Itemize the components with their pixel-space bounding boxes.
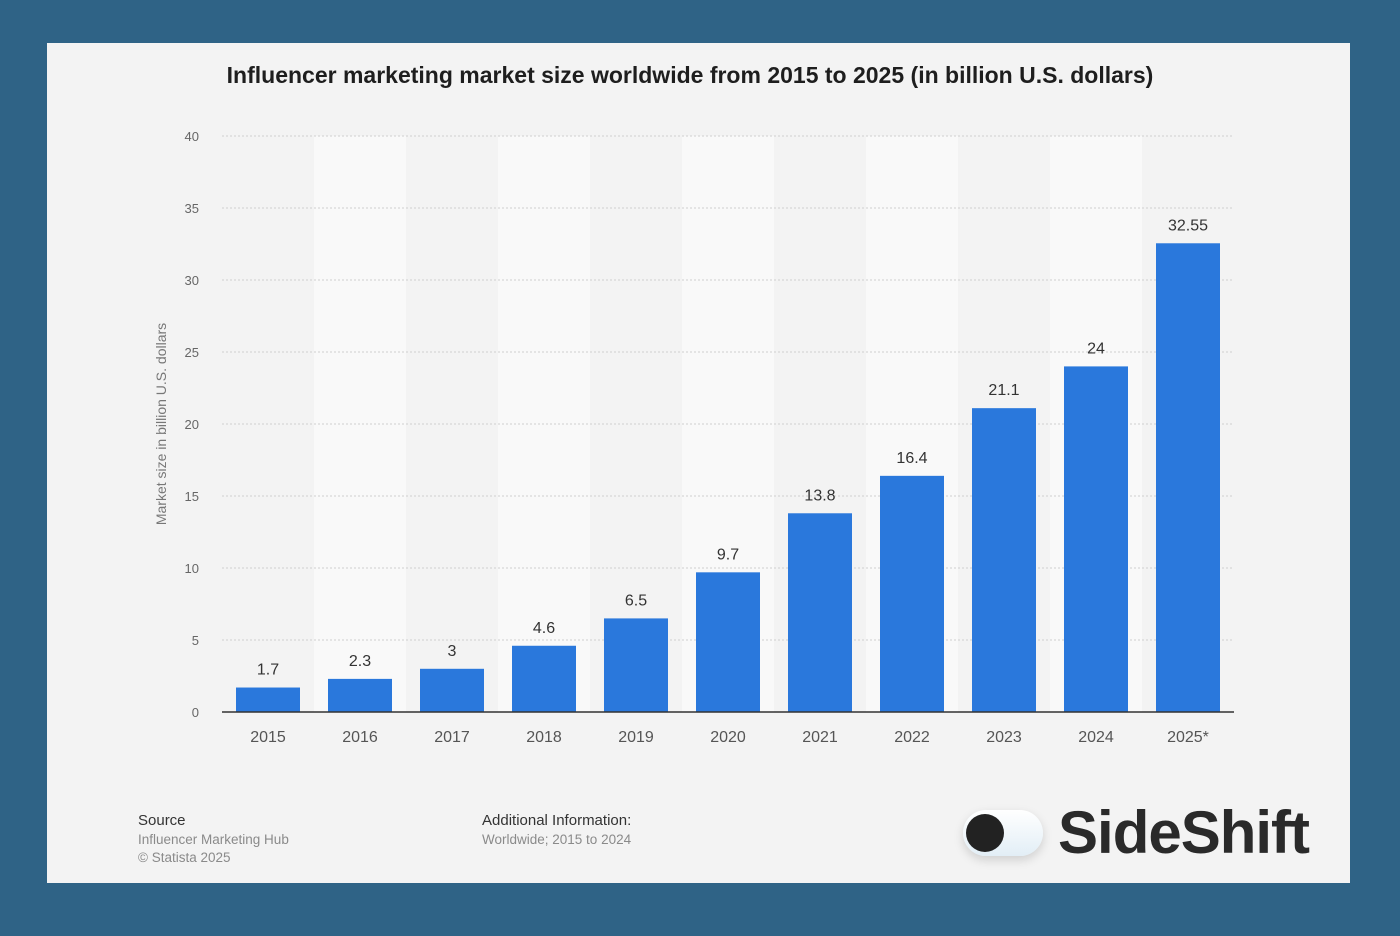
additional-info-label: Additional Information: [482, 812, 632, 829]
data-label: 3 [448, 643, 457, 660]
source-line[interactable]: Influencer Marketing Hub [138, 832, 289, 847]
data-label: 2.3 [349, 653, 371, 670]
data-label: 9.7 [717, 546, 739, 563]
additional-info-text: Worldwide; 2015 to 2024 [482, 832, 632, 847]
bar [1156, 243, 1220, 712]
y-tick-label: 40 [185, 129, 199, 144]
data-label: 4.6 [533, 620, 555, 637]
y-tick-label: 30 [185, 273, 199, 288]
x-tick-label: 2025* [1167, 729, 1209, 746]
bar [972, 408, 1036, 712]
y-tick-label: 5 [192, 633, 199, 648]
x-tick-label: 2023 [986, 729, 1022, 746]
toggle-knob [966, 814, 1004, 852]
toggle-switch-icon [963, 810, 1043, 856]
y-tick-label: 20 [185, 417, 199, 432]
x-tick-label: 2021 [802, 729, 838, 746]
x-tick-label: 2019 [618, 729, 654, 746]
logo-text: SideShift [1058, 799, 1310, 866]
data-label: 32.55 [1168, 217, 1208, 234]
bar [696, 572, 760, 712]
y-tick-label: 10 [185, 561, 199, 576]
y-tick-label: 15 [185, 489, 199, 504]
x-tick-label: 2016 [342, 729, 378, 746]
bar [236, 687, 300, 712]
x-tick-label: 2022 [894, 729, 930, 746]
copyright-line: © Statista 2025 [138, 850, 231, 865]
y-tick-label: 25 [185, 345, 199, 360]
data-label: 24 [1087, 340, 1105, 357]
data-label: 1.7 [257, 662, 279, 679]
chart-title: Influencer marketing market size worldwi… [226, 62, 1154, 88]
data-label: 6.5 [625, 592, 647, 609]
bar [880, 475, 944, 712]
x-tick-label: 2017 [434, 729, 470, 746]
x-tick-label: 2020 [710, 729, 746, 746]
y-axis-label: Market size in billion U.S. dollars [153, 323, 169, 525]
bar [512, 645, 576, 712]
x-tick-label: 2024 [1078, 729, 1114, 746]
bar [788, 513, 852, 712]
source-label: Source [138, 812, 186, 829]
y-tick-label: 0 [192, 705, 199, 720]
bar [604, 618, 668, 712]
data-label: 16.4 [896, 450, 927, 467]
data-label: 21.1 [988, 382, 1019, 399]
data-label: 13.8 [804, 487, 835, 504]
x-tick-label: 2015 [250, 729, 286, 746]
y-tick-label: 35 [185, 201, 199, 216]
x-tick-label: 2018 [526, 729, 562, 746]
bar [1064, 366, 1128, 712]
bar [328, 678, 392, 712]
bar [420, 668, 484, 712]
